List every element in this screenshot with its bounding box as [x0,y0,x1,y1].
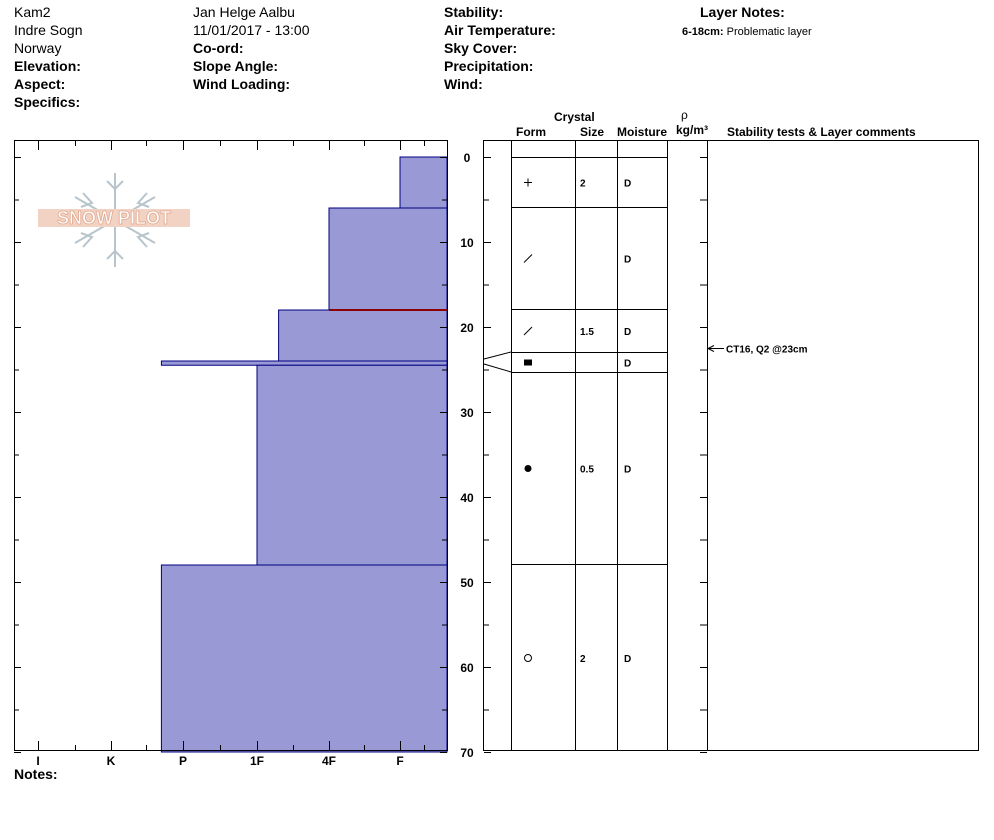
size-value: 2 [580,179,586,190]
layer-notes-title: Layer Notes: [700,4,785,20]
hardness-tick-label: 4F [322,754,336,768]
elevation-label: Elevation: [14,58,81,74]
rho-header: ρ [681,108,688,122]
form-header: Form [516,125,546,139]
slope-angle-label: Slope Angle: [193,58,279,74]
hardness-bar-4 [256,364,448,566]
moisture-value: D [624,654,631,665]
layer-note-range: 6-18cm: [682,26,724,38]
precipitation-label: Precipitation: [444,58,534,74]
observation-datetime: 11/01/2017 - 13:00 [193,22,310,38]
coord-label: Co-ord: [193,40,244,56]
layer-note-text: Problematic layer [726,26,812,38]
depth-tick-label: 50 [460,576,474,590]
wind-label: Wind: [444,76,483,92]
hardness-bar-1 [328,207,448,311]
depth-tick-label: 20 [460,321,474,335]
moisture-value: D [624,327,631,338]
hardness-tick-label: 1F [250,754,264,768]
specifics-label: Specifics: [14,94,81,110]
dot-icon [524,465,532,472]
notes-label: Notes: [14,766,58,782]
layer-table-frame [483,140,979,751]
stability-test-text: CT16, Q2 @23cm [726,345,808,356]
layer-connector [483,363,512,373]
hardness-profile-frame [14,140,448,751]
hardness-tick-label: K [107,754,116,768]
size-value: 2 [580,654,586,665]
square-icon [524,359,532,366]
depth-tick-label: 10 [460,236,474,250]
moisture-header: Moisture [617,125,668,139]
hardness-bar-3 [160,360,448,366]
plus-icon [524,178,532,187]
layer-connector [483,351,512,360]
stability-label: Stability: [444,4,504,20]
layer-note: 6-18cm: Problematic layer [682,24,812,40]
stability-tests-header: Stability tests & Layer comments [727,125,916,139]
moisture-value: D [624,255,631,266]
aspect-label: Aspect: [14,76,66,92]
region-name: Indre Sogn [14,22,83,38]
hardness-tick-label: F [396,754,403,768]
density-unit-header: kg/m³ [676,123,709,137]
snowpilot-logo: SNOW PILOT [38,173,190,267]
air-temperature-label: Air Temperature: [444,22,556,38]
depth-tick-label: 60 [460,661,474,675]
location-name: Kam2 [14,4,51,20]
observer-name: Jan Helge Aalbu [193,4,295,20]
depth-tick-label: 40 [460,491,474,505]
size-header: Size [580,125,605,139]
wind-loading-label: Wind Loading: [193,76,291,92]
depth-tick-label: 0 [464,151,471,165]
depth-tick-label: 70 [460,746,474,760]
hardness-tick-label: I [36,754,39,768]
moisture-value: D [624,359,631,370]
crystal-header: Crystal [554,110,595,124]
slash-icon [523,254,533,263]
country-name: Norway [14,40,62,56]
hardness-bar-2 [278,309,448,362]
hardness-bar-0 [399,156,448,209]
circle-icon [524,654,532,662]
slash-icon [523,326,533,336]
sky-cover-label: Sky Cover: [444,40,518,56]
size-value: 1.5 [580,327,594,338]
size-value: 0.5 [580,465,594,476]
arrow-head-icon [706,345,715,352]
hardness-bar-5 [160,564,448,753]
moisture-value: D [624,465,631,476]
depth-tick-label: 30 [460,406,474,420]
moisture-value: D [624,179,631,190]
logo-text: SNOW PILOT [57,208,171,228]
hardness-tick-label: P [179,754,187,768]
